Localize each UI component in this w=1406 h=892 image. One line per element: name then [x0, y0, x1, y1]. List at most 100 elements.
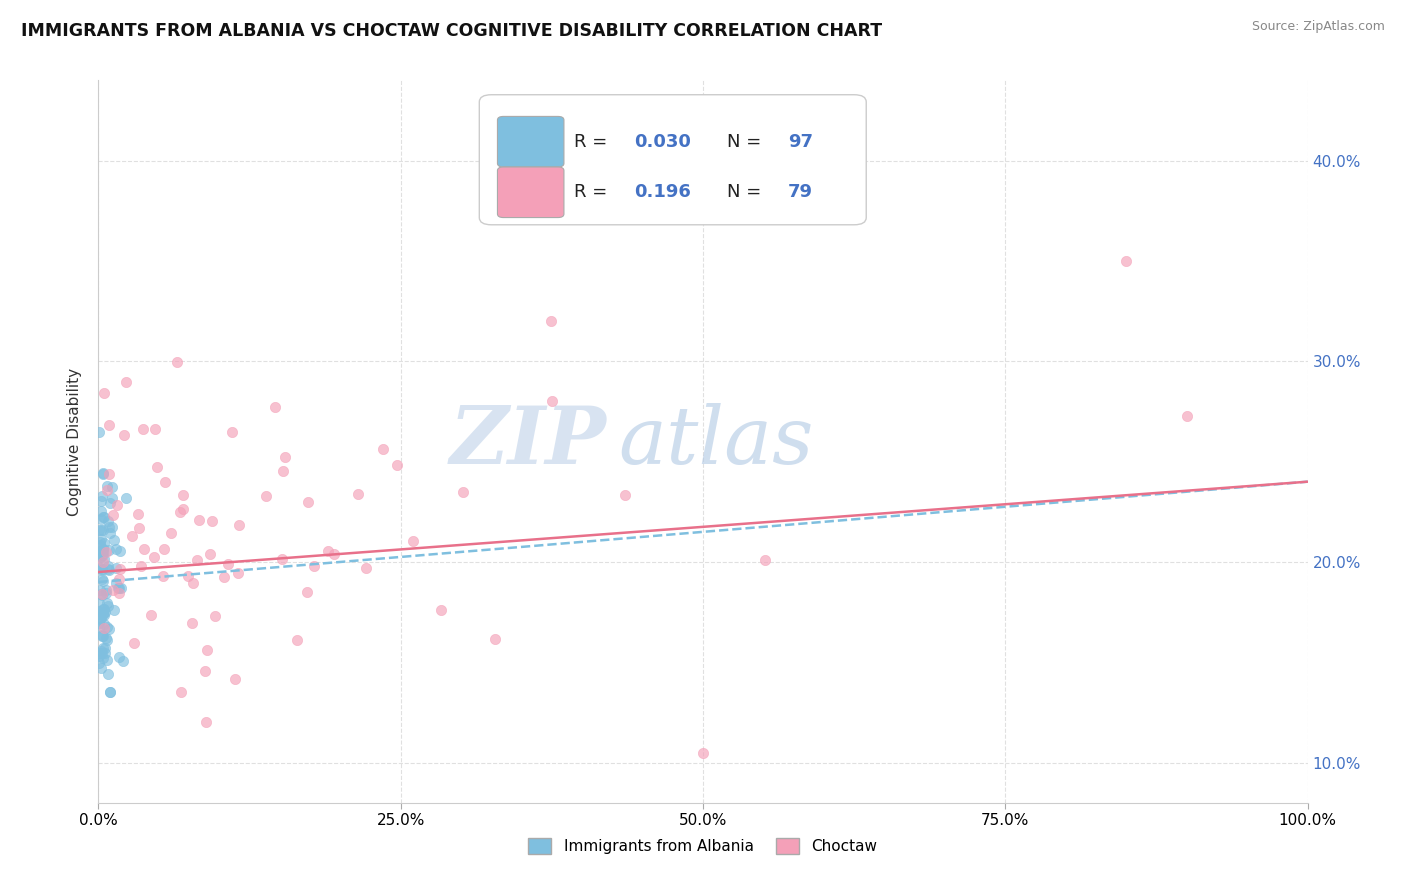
Point [93, 608, 115, 623]
Point [121, 529, 143, 543]
Point [97, 418, 120, 433]
Point [132, 541, 155, 556]
Point [96, 586, 118, 600]
Point [98, 622, 121, 636]
Point [108, 562, 131, 576]
Point [112, 427, 135, 442]
Point [101, 480, 124, 494]
Point [93, 510, 115, 524]
Point [354, 561, 377, 575]
Point [115, 375, 138, 389]
Point [152, 568, 174, 582]
Point [87, 615, 110, 630]
Point [90, 661, 112, 675]
Point [103, 602, 125, 616]
Point [224, 672, 246, 686]
Point [90, 587, 112, 601]
Point [98, 467, 121, 481]
Point [97, 514, 120, 528]
Point [273, 464, 295, 478]
Point [541, 393, 564, 408]
Point [103, 508, 125, 523]
Point [87, 560, 110, 574]
Point [108, 543, 131, 558]
Point [96, 479, 118, 493]
Point [91, 523, 114, 537]
Point [91, 602, 114, 616]
Point [316, 544, 339, 558]
Text: N =: N = [727, 183, 768, 202]
Point [323, 547, 346, 561]
Point [94, 646, 117, 660]
Point [107, 581, 129, 595]
Point [89, 549, 111, 564]
Point [90, 610, 112, 624]
Point [91, 543, 114, 558]
Point [1115, 253, 1137, 268]
Point [87, 604, 110, 618]
Point [90, 511, 112, 525]
Point [110, 581, 132, 595]
Point [90, 504, 112, 518]
Point [108, 585, 131, 599]
Point [169, 505, 191, 519]
Point [97, 599, 120, 614]
Point [96, 653, 118, 667]
Point [91, 467, 114, 482]
Point [217, 557, 239, 571]
Point [371, 442, 394, 456]
Point [90, 548, 112, 562]
Point [297, 584, 319, 599]
Point [451, 485, 474, 500]
Point [91, 587, 114, 601]
Point [94, 545, 117, 559]
Point [93, 542, 115, 557]
Point [91, 629, 114, 643]
Point [129, 558, 152, 573]
Point [172, 488, 194, 502]
Point [90, 586, 112, 600]
Point [90, 550, 112, 565]
Point [153, 475, 176, 489]
Point [91, 543, 114, 558]
Point [146, 460, 169, 475]
Text: R =: R = [574, 133, 613, 151]
Point [89, 538, 111, 552]
Point [93, 386, 115, 401]
Point [89, 612, 111, 626]
Point [98, 685, 121, 699]
Point [90, 493, 112, 508]
Point [181, 615, 204, 630]
Text: 0.196: 0.196 [634, 183, 690, 202]
Point [91, 541, 114, 556]
FancyBboxPatch shape [498, 167, 564, 218]
Point [96, 596, 118, 610]
Point [98, 563, 121, 577]
Point [228, 566, 250, 581]
Legend: Immigrants from Albania, Choctaw: Immigrants from Albania, Choctaw [522, 832, 884, 860]
Point [101, 520, 124, 534]
Text: atlas: atlas [619, 403, 814, 480]
Point [87, 619, 110, 633]
Point [94, 640, 117, 655]
Point [692, 746, 714, 760]
Point [264, 400, 287, 414]
Point [93, 467, 115, 481]
Point [181, 576, 204, 591]
Point [302, 559, 325, 574]
Point [104, 576, 127, 591]
Point [94, 583, 117, 598]
Point [111, 654, 134, 668]
Point [221, 425, 243, 440]
Point [90, 523, 112, 537]
Point [132, 422, 155, 436]
Point [98, 525, 121, 540]
Point [108, 573, 131, 587]
Point [90, 572, 112, 586]
Point [100, 491, 122, 505]
Point [484, 632, 506, 646]
Point [89, 534, 111, 549]
Text: 79: 79 [787, 183, 813, 202]
Point [91, 547, 114, 561]
Point [430, 603, 453, 617]
